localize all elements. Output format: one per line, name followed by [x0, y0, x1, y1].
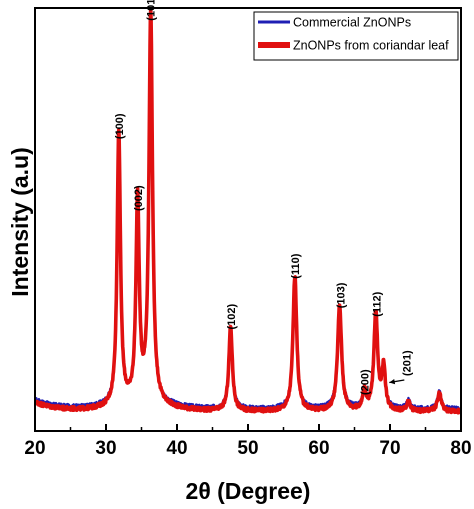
x-tick-label: 60: [308, 438, 329, 459]
x-tick-label: 70: [379, 438, 400, 459]
legend: Commercial ZnONPs ZnONPs from coriandar …: [253, 11, 459, 61]
series-layer: [35, 8, 461, 415]
x-tick-label: 40: [166, 438, 187, 459]
peak-label: (201): [401, 350, 413, 376]
legend-label-coriander: ZnONPs from coriandar leaf: [293, 39, 449, 53]
peak-label: (102): [226, 303, 238, 329]
x-tick-label: 80: [450, 438, 471, 459]
plot-area: [35, 8, 461, 415]
peak-label: (112): [372, 291, 384, 316]
peak-label: (100): [114, 113, 126, 139]
legend-box: [253, 11, 459, 61]
legend-label-commercial: Commercial ZnONPs: [293, 16, 411, 30]
annotation-arrow-head: [389, 379, 396, 385]
peak-label: (103): [335, 282, 347, 308]
x-axis-ticks: 20 30 40 50 60 70 80: [24, 424, 472, 459]
annotation-layer: (100) (002) (101) (102) (110) (103) (200) (112)…: [114, 0, 413, 395]
peak-label: (110): [290, 253, 302, 278]
x-axis-title: 2θ (Degree): [186, 478, 311, 504]
peak-label: (101): [146, 0, 158, 21]
y-axis-title: Intensity (a.u): [7, 147, 33, 297]
x-tick-label: 50: [237, 438, 258, 459]
x-tick-label: 30: [95, 438, 116, 459]
series-line-coriander: [35, 8, 461, 415]
peak-label: (002): [133, 185, 145, 211]
peak-label: (200): [359, 369, 371, 395]
x-tick-label: 20: [24, 438, 45, 459]
